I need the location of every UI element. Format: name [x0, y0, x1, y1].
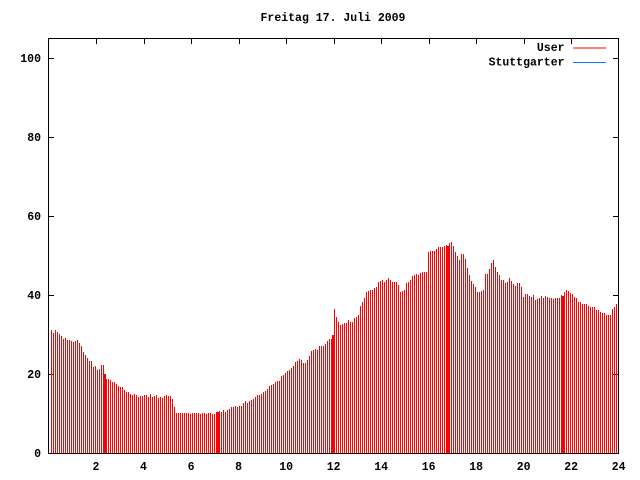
- svg-text:60: 60: [27, 211, 41, 224]
- svg-text:18: 18: [469, 461, 483, 474]
- svg-text:6: 6: [188, 461, 195, 474]
- svg-text:4: 4: [140, 461, 147, 474]
- svg-text:Stuttgarter: Stuttgarter: [489, 57, 565, 70]
- svg-text:40: 40: [27, 290, 41, 303]
- svg-text:10: 10: [279, 461, 293, 474]
- svg-text:2: 2: [93, 461, 100, 474]
- svg-text:14: 14: [374, 461, 388, 474]
- svg-text:20: 20: [27, 369, 41, 382]
- svg-text:100: 100: [20, 53, 41, 66]
- svg-text:User: User: [537, 42, 565, 55]
- svg-text:20: 20: [517, 461, 531, 474]
- svg-text:12: 12: [327, 461, 341, 474]
- svg-text:Freitag 17. Juli 2009: Freitag 17. Juli 2009: [261, 12, 406, 25]
- svg-text:22: 22: [564, 461, 578, 474]
- svg-text:24: 24: [612, 461, 626, 474]
- svg-text:0: 0: [34, 448, 41, 461]
- svg-text:8: 8: [235, 461, 242, 474]
- svg-text:16: 16: [422, 461, 436, 474]
- svg-text:80: 80: [27, 132, 41, 145]
